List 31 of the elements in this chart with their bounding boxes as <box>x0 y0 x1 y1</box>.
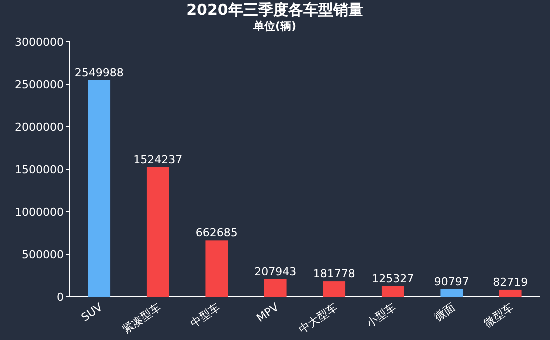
y-tick-label: 1500000 <box>15 164 64 176</box>
bar <box>206 240 228 297</box>
x-tick-label: 中大型车 <box>296 300 340 337</box>
data-label: 207943 <box>254 265 297 278</box>
x-tick-label: 小型车 <box>364 300 399 330</box>
y-tick-label: 2000000 <box>15 121 64 134</box>
y-tick-label: 2500000 <box>15 78 64 92</box>
y-tick-label: 1000000 <box>15 206 64 219</box>
data-label: 2549988 <box>74 66 124 80</box>
y-tick-label: 3000000 <box>15 36 64 49</box>
bar <box>323 282 346 297</box>
bar <box>440 289 464 297</box>
bar <box>88 80 111 297</box>
bar <box>382 286 404 297</box>
data-label: 181778 <box>313 268 356 281</box>
data-label: 662685 <box>196 226 238 240</box>
data-label: 90797 <box>434 275 470 288</box>
data-label: 1524237 <box>134 153 183 166</box>
x-tick-label: 紧凑型车 <box>120 300 164 337</box>
data-label: 125327 <box>372 272 414 286</box>
bar <box>499 290 522 297</box>
chart-title: 2020年三季度各车型销量 <box>186 1 364 19</box>
data-label: 82719 <box>493 276 528 289</box>
x-tick-label: 微面 <box>432 300 458 324</box>
chart-subtitle: 单位(辆) <box>252 20 297 33</box>
y-tick-label: 0 <box>57 291 64 304</box>
y-tick-label: 500000 <box>22 248 64 262</box>
bar <box>146 167 170 297</box>
x-tick-label: 微型车 <box>482 300 516 330</box>
x-tick-label: 中型车 <box>188 300 223 330</box>
bar <box>264 279 287 297</box>
